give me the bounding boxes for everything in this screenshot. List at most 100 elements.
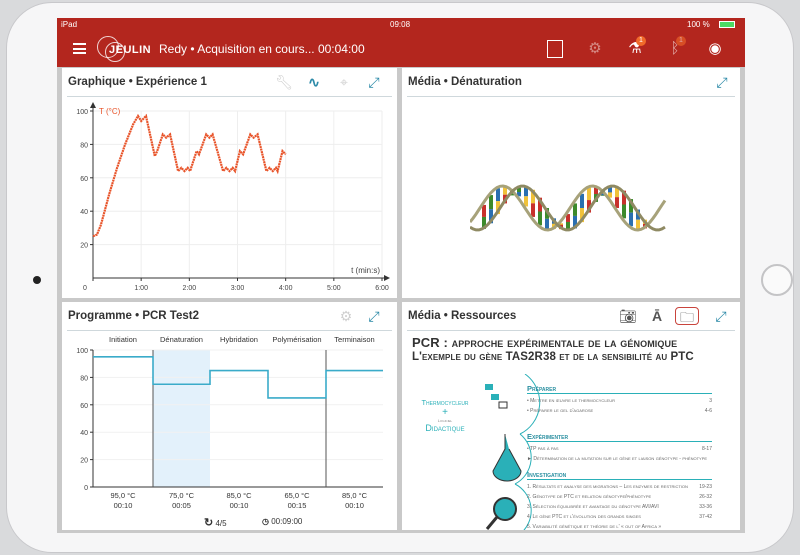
- step-temperature: 95,0 °C: [110, 491, 136, 500]
- program-panel-title: Programme • PCR Test2: [68, 310, 199, 322]
- y-tick-label: 80: [80, 142, 88, 149]
- clock: 09:08: [390, 20, 411, 29]
- dna-strand: [470, 184, 667, 232]
- settings-icon[interactable]: ⚙: [339, 308, 353, 324]
- resources-panel-title: Média • Ressources: [408, 310, 517, 322]
- camera: [33, 276, 41, 284]
- step-duration: 00:10: [345, 501, 364, 510]
- step-temperature: 85,0 °C: [226, 491, 252, 500]
- wrench-icon[interactable]: 🔧︎: [275, 74, 293, 90]
- settings-icon[interactable]: ⚙: [588, 40, 602, 57]
- expand-icon[interactable]: ⤢: [368, 308, 380, 324]
- folder-icon[interactable]: 🗀: [675, 307, 699, 325]
- flask-icon[interactable]: ⚗ 1: [625, 36, 646, 59]
- camera-icon[interactable]: 📷︎: [619, 308, 637, 324]
- doc-title-1: PCR : approche expérimentale de la génom…: [412, 335, 678, 350]
- app-bar: JEULIN Redy • Acquisition en cours... 00…: [57, 31, 745, 67]
- media-panel-title: Média • Dénaturation: [408, 76, 522, 88]
- step-duration: 00:15: [288, 501, 307, 510]
- base-pair: [608, 187, 612, 194]
- bluetooth-badge: 1: [676, 36, 686, 46]
- x-tick-label: 6:00: [375, 285, 389, 292]
- y-tick-label: 60: [80, 176, 88, 183]
- base-pair: [629, 212, 633, 227]
- base-pair: [615, 186, 619, 198]
- dna-helix-image: [470, 184, 667, 232]
- cycle-value: 4/5: [215, 519, 227, 528]
- base-pair: [566, 221, 570, 230]
- active-step-highlight: [153, 350, 210, 487]
- base-pair: [629, 199, 633, 213]
- base-pair: [573, 215, 577, 229]
- base-pair: [538, 197, 542, 212]
- base-pair: [587, 187, 591, 201]
- pdf-document[interactable]: PCR : approche expérimentale de la génom…: [412, 336, 732, 364]
- step-temperature: 85,0 °C: [342, 491, 368, 500]
- base-pair: [566, 214, 570, 222]
- base-pair: [580, 193, 584, 208]
- base-pair: [517, 187, 521, 194]
- curve-icon[interactable]: ∿: [308, 74, 320, 90]
- screen: iPad 09:08 100 % JEULIN Redy • Acquisiti…: [57, 18, 745, 533]
- doc-title-2: L'exemple du gène TAS2R38 et de la sensi…: [412, 351, 694, 363]
- menu-icon[interactable]: [73, 43, 86, 54]
- graph-panel-title: Graphique • Expérience 1: [68, 76, 207, 88]
- base-pair: [608, 192, 612, 198]
- x-tick-label: 1:00: [134, 285, 148, 292]
- base-pair: [636, 219, 640, 230]
- x-axis-arrow: [384, 275, 390, 281]
- base-pair: [503, 186, 507, 195]
- expand-icon[interactable]: ⤢: [368, 74, 380, 90]
- media-denaturation-panel: Média • Dénaturation ⤢: [402, 68, 740, 298]
- y-axis-arrow: [90, 102, 96, 108]
- duration-value: 00:09:00: [271, 517, 303, 526]
- base-pair: [524, 186, 528, 197]
- eye-icon[interactable]: ◉: [708, 40, 722, 57]
- base-pair: [594, 186, 598, 195]
- step-duration: 00:10: [114, 501, 133, 510]
- step-name: Terminaison: [334, 335, 374, 344]
- crosshair-icon[interactable]: ⌖: [340, 74, 348, 90]
- repeat-icon: ↻: [204, 517, 214, 529]
- y-tick-label: 100: [76, 109, 88, 116]
- y-tick-label: 40: [80, 430, 88, 437]
- x-tick-label: 4:00: [279, 285, 293, 292]
- expand-icon[interactable]: ⤢: [716, 74, 728, 90]
- jeulin-logo: JEULIN: [97, 36, 157, 62]
- expand-icon[interactable]: ⤢: [715, 308, 727, 324]
- temperature-chart[interactable]: 20 40 60 80 100 0 1:00 2:00 3:00 4:00 5:00 6:00 T (°…: [62, 68, 397, 298]
- base-pair: [524, 196, 528, 207]
- base-pair: [622, 190, 626, 205]
- base-pair: [580, 208, 584, 223]
- y-tick-label: 0: [84, 485, 88, 492]
- clock-icon: ◷: [262, 517, 269, 526]
- step-temperature: 65,0 °C: [284, 491, 310, 500]
- step-duration: 00:10: [230, 501, 249, 510]
- base-pair: [538, 211, 542, 226]
- step-name: Initiation: [109, 335, 137, 344]
- base-pair: [573, 203, 577, 216]
- x-tick-label: 2:00: [183, 285, 197, 292]
- home-button[interactable]: [761, 264, 793, 296]
- base-pair: [622, 204, 626, 219]
- base-pair: [545, 218, 549, 230]
- x-tick-label: 3:00: [231, 285, 245, 292]
- program-panel: Programme • PCR Test2 ⚙ ⤢ 0 20 40 60 80 100 In…: [62, 302, 397, 530]
- base-pair: [482, 204, 486, 217]
- doc-section-investigation: Investigation 1. Résultats et analyse de…: [527, 470, 712, 530]
- app-title: Redy • Acquisition en cours... 00:04:00: [159, 42, 365, 56]
- y-tick-label: 40: [80, 209, 88, 216]
- doc-side-label: Thermocycleur + Logiciel Didactique: [421, 398, 469, 433]
- y-tick-label: 20: [80, 243, 88, 250]
- resources-panel: Média • Ressources 📷︎ Ā 🗀 ⤢ PCR : approc…: [402, 302, 740, 530]
- graph-panel: Graphique • Expérience 1 🔧︎ ∿ ⌖ ⤢ 20 40 60…: [62, 68, 397, 298]
- y-tick-label: 60: [80, 403, 88, 410]
- stop-icon[interactable]: [545, 39, 565, 59]
- x-tick-label: 0: [83, 285, 87, 292]
- text-icon[interactable]: Ā: [651, 308, 663, 324]
- lab-illustration: [485, 374, 541, 530]
- base-pair: [489, 195, 493, 210]
- duration: ◷ 00:09:00: [262, 517, 302, 526]
